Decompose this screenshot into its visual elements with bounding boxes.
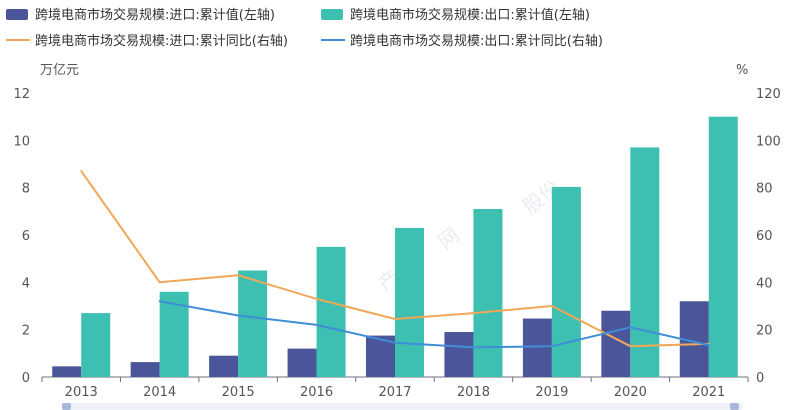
x-tick-label: 2021	[692, 385, 725, 400]
legend-swatch	[6, 9, 28, 20]
zoom-handle-left[interactable]	[62, 403, 71, 410]
legend-swatch	[321, 9, 343, 20]
x-tick-label: 2018	[457, 385, 490, 400]
export-bar[interactable]	[81, 313, 111, 377]
zoom-track[interactable]	[62, 403, 742, 410]
export-bar[interactable]	[316, 246, 346, 377]
x-tick-label: 2016	[300, 385, 333, 400]
left-tick-label: 10	[13, 134, 30, 149]
export-bar[interactable]	[630, 147, 660, 377]
export-bar[interactable]	[395, 227, 424, 377]
import-bar[interactable]	[522, 318, 552, 377]
legend-label: 跨境电商市场交易规模:进口:累计值(左轴)	[35, 7, 275, 23]
export-bar[interactable]	[551, 186, 581, 377]
left-tick-label: 6	[22, 229, 30, 244]
right-tick-label: 120	[756, 87, 781, 102]
import-bar[interactable]	[444, 332, 474, 377]
legend-item[interactable]: 跨境电商市场交易规模:出口:累计同比(右轴)	[321, 33, 603, 49]
export-bar[interactable]	[708, 116, 738, 378]
line-series	[80, 170, 710, 349]
left-tick-label: 2	[22, 324, 30, 339]
right-tick-label: 20	[756, 324, 773, 339]
x-tick-label: 2015	[222, 385, 255, 400]
right-tick-label: 0	[756, 371, 764, 386]
export-bar[interactable]	[473, 208, 503, 377]
data-zoom-slider[interactable]	[62, 403, 742, 410]
zoom-handle-right[interactable]	[730, 403, 739, 410]
legend-label: 跨境电商市场交易规模:出口:累计同比(右轴)	[350, 33, 603, 49]
x-tick-label: 2017	[378, 385, 411, 400]
export-yoy-line[interactable]	[158, 300, 710, 349]
import-bar[interactable]	[130, 362, 160, 377]
bar-series	[52, 116, 738, 378]
left-tick-label: 4	[22, 276, 30, 291]
right-axis-unit: %	[736, 63, 748, 78]
left-axis-unit: 万亿元	[40, 63, 79, 78]
x-tick-label: 2019	[535, 385, 568, 400]
right-tick-label: 40	[756, 276, 773, 291]
legend-item[interactable]: 跨境电商市场交易规模:进口:累计值(左轴)	[6, 7, 275, 23]
legend-label: 跨境电商市场交易规模:进口:累计同比(右轴)	[35, 33, 288, 49]
right-tick-label: 60	[756, 229, 773, 244]
import-bar[interactable]	[209, 355, 239, 377]
left-tick-label: 8	[22, 182, 30, 197]
left-tick-label: 0	[22, 371, 30, 386]
legend-item[interactable]: 跨境电商市场交易规模:进口:累计同比(右轴)	[6, 33, 288, 49]
x-tick-label: 2013	[65, 385, 98, 400]
legend-item[interactable]: 跨境电商市场交易规模:出口:累计值(左轴)	[321, 7, 590, 23]
legend[interactable]: 跨境电商市场交易规模:进口:累计值(左轴) 跨境电商市场交易规模:出口:累计值(左…	[6, 7, 603, 49]
right-tick-label: 100	[756, 134, 781, 149]
left-tick-label: 12	[13, 87, 30, 102]
import-bar[interactable]	[52, 366, 82, 377]
export-bar[interactable]	[238, 270, 268, 378]
svg-text:网: 网	[433, 223, 464, 254]
legend-label: 跨境电商市场交易规模:出口:累计值(左轴)	[350, 7, 590, 23]
import-bar[interactable]	[287, 348, 317, 377]
x-tick-label: 2020	[614, 385, 647, 400]
x-tick-label: 2014	[143, 385, 176, 400]
right-tick-label: 80	[756, 182, 773, 197]
